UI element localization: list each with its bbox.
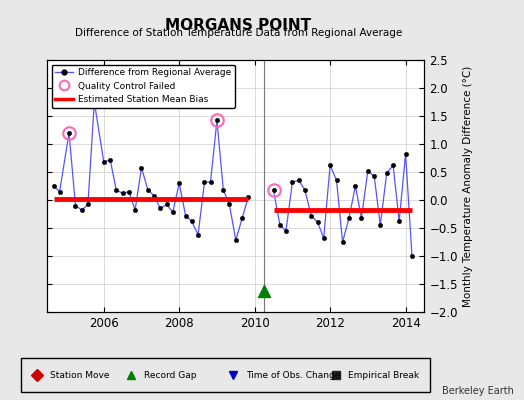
- Text: Record Gap: Record Gap: [144, 370, 196, 380]
- Text: Difference of Station Temperature Data from Regional Average: Difference of Station Temperature Data f…: [75, 28, 402, 38]
- Text: Berkeley Earth: Berkeley Earth: [442, 386, 514, 396]
- Text: Time of Obs. Change: Time of Obs. Change: [246, 370, 340, 380]
- Y-axis label: Monthly Temperature Anomaly Difference (°C): Monthly Temperature Anomaly Difference (…: [463, 65, 473, 307]
- Legend: Difference from Regional Average, Quality Control Failed, Estimated Station Mean: Difference from Regional Average, Qualit…: [52, 64, 235, 108]
- Text: MORGANS POINT: MORGANS POINT: [166, 18, 311, 33]
- Text: Empirical Break: Empirical Break: [348, 370, 419, 380]
- Text: Station Move: Station Move: [50, 370, 109, 380]
- FancyBboxPatch shape: [21, 358, 430, 392]
